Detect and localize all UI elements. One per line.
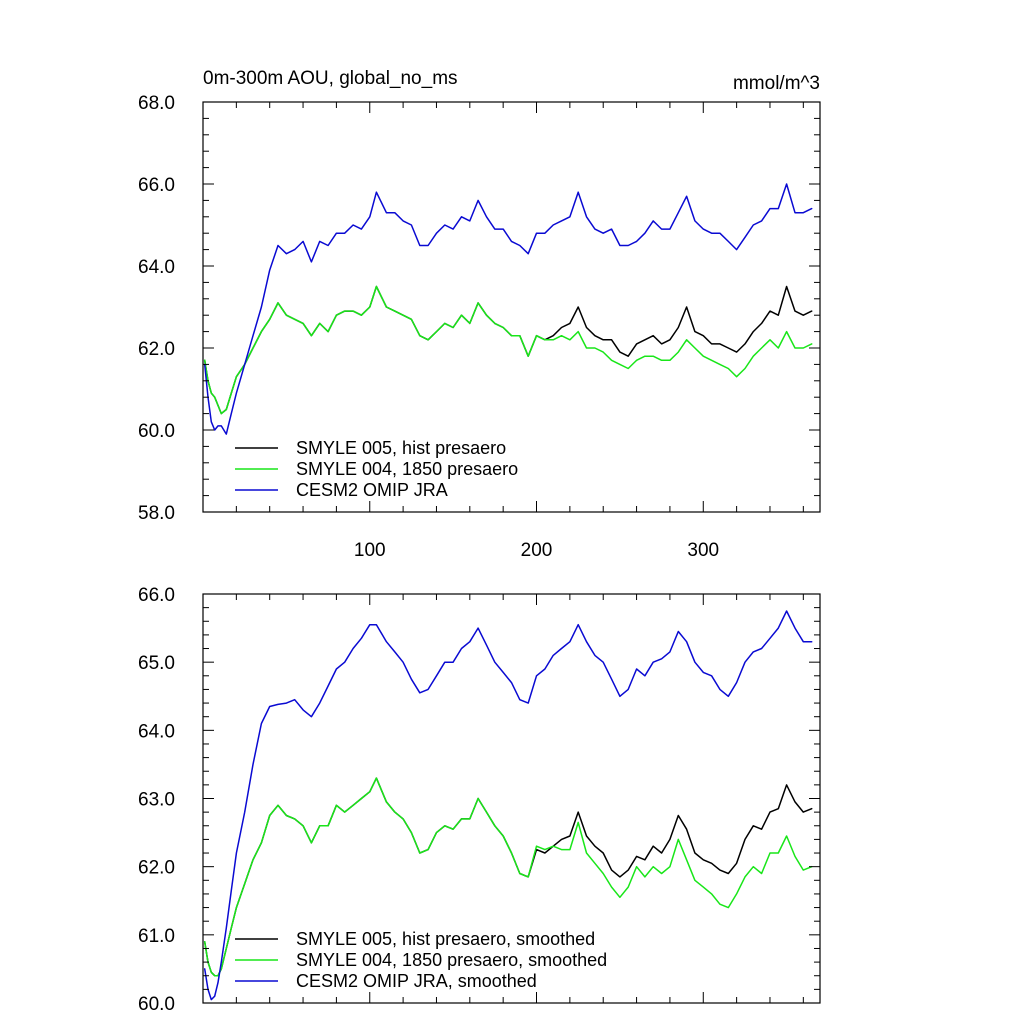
panel-bottom: 60.0 61.0 62.0 63.0 64.0 65.0 66.0 SMYLE 005, … <box>138 585 821 1015</box>
series-line-smyle004 <box>203 285 813 415</box>
legend-label: SMYLE 004, 1850 presaero <box>296 459 518 479</box>
y-tick-label: 64.0 <box>138 257 175 278</box>
tick-labels: 60.0 61.0 62.0 63.0 64.0 65.0 66.0 <box>138 585 175 1015</box>
series-line-smyle005 <box>203 285 813 415</box>
plot-frame <box>202 101 821 513</box>
series-line-cesm2 <box>203 610 813 1001</box>
series-layer <box>203 183 813 435</box>
series-line-smyle004 <box>203 777 813 977</box>
y-tick-label: 62.0 <box>138 858 175 879</box>
y-tick-label: 58.0 <box>138 503 175 524</box>
y-tick-label: 64.0 <box>138 721 175 742</box>
series-layer <box>203 610 813 1001</box>
legend-label: CESM2 OMIP JRA <box>296 480 448 500</box>
tick-labels: 100 200 300 58.0 60.0 62.0 64.0 66.0 68.0 <box>138 93 719 561</box>
panel-top: 0m-300m AOU, global_no_ms mmol/m^3 100 20… <box>138 68 821 561</box>
x-tick-label: 100 <box>354 540 386 561</box>
legend-label: SMYLE 005, hist presaero, smoothed <box>296 929 595 949</box>
units-label: mmol/m^3 <box>733 73 820 94</box>
legend: SMYLE 005, hist presaero, smoothedSMYLE … <box>235 929 607 991</box>
chart-title: 0m-300m AOU, global_no_ms <box>203 68 458 89</box>
tick-marks <box>203 593 820 1004</box>
y-tick-label: 63.0 <box>138 790 175 811</box>
y-tick-label: 60.0 <box>138 421 175 442</box>
tick-marks <box>203 101 820 513</box>
y-tick-label: 65.0 <box>138 653 175 674</box>
y-tick-label: 68.0 <box>138 93 175 114</box>
y-tick-label: 60.0 <box>138 994 175 1015</box>
x-tick-label: 300 <box>687 540 719 561</box>
y-tick-label: 66.0 <box>138 175 175 196</box>
axes-frame <box>202 101 821 513</box>
legend-label: SMYLE 005, hist presaero <box>296 438 506 458</box>
x-tick-label: 200 <box>521 540 553 561</box>
series-line-cesm2 <box>203 183 813 435</box>
legend-label: SMYLE 004, 1850 presaero, smoothed <box>296 950 607 970</box>
legend-label: CESM2 OMIP JRA, smoothed <box>296 971 537 991</box>
y-tick-label: 66.0 <box>138 585 175 606</box>
y-tick-label: 61.0 <box>138 926 175 947</box>
y-tick-label: 62.0 <box>138 339 175 360</box>
